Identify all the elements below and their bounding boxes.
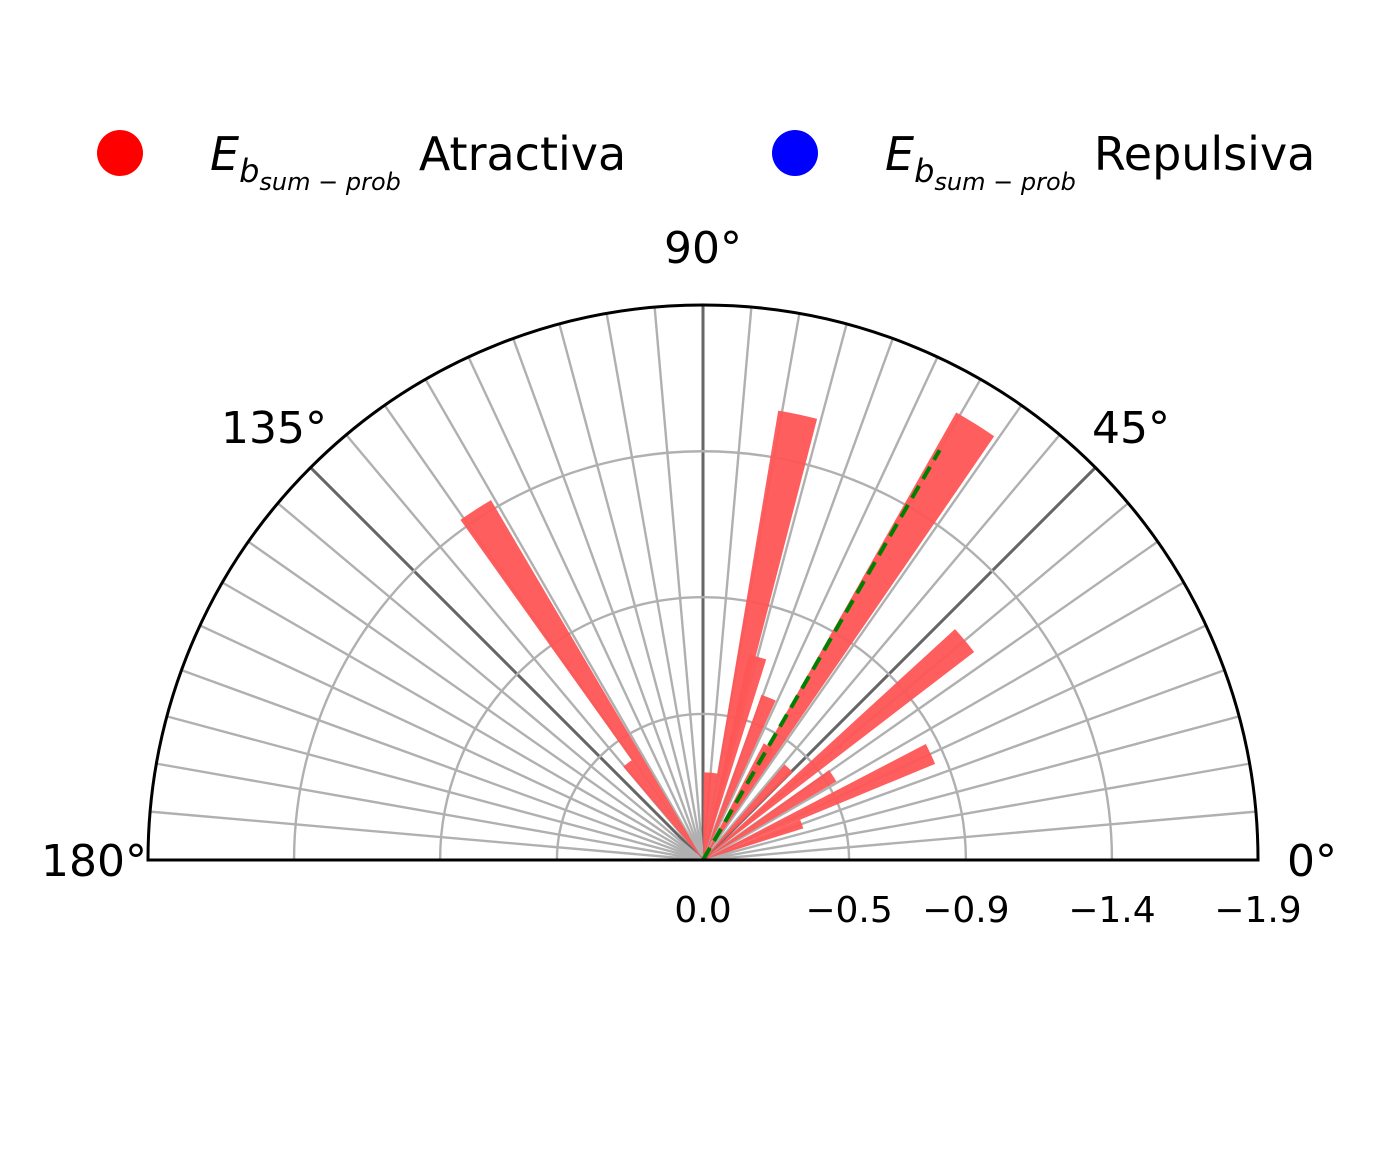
minor-spoke <box>247 540 704 861</box>
bar <box>460 500 703 860</box>
polar-grid <box>150 305 1256 862</box>
minor-spoke <box>702 715 1240 862</box>
angle-tick-label: 180° <box>41 836 147 887</box>
legend-item: Ebsum − probAtractiva <box>97 127 626 196</box>
minor-spoke <box>653 307 705 861</box>
minor-spoke <box>558 323 705 861</box>
legend-item: Ebsum − probRepulsiva <box>772 127 1315 196</box>
minor-spoke <box>605 313 705 861</box>
bar-series <box>460 410 995 860</box>
minor-spoke <box>702 404 1023 861</box>
minor-spoke <box>701 307 753 861</box>
angle-tick-label: 90° <box>664 223 742 274</box>
minor-spoke <box>424 378 705 861</box>
bar <box>703 410 818 860</box>
axis-labels: 0° 45° 90° 135° 180° 0.0 −0.5 −0.9 −1.4 −1.9 <box>41 223 1337 931</box>
bar <box>703 772 712 860</box>
angle-tick-label: 0° <box>1287 836 1337 887</box>
bar <box>703 819 804 860</box>
angle-tick-label: 45° <box>1092 403 1170 454</box>
minor-spoke <box>221 581 704 862</box>
minor-spoke <box>467 356 705 861</box>
legend-marker <box>97 130 143 176</box>
legend-label: Ebsum − probRepulsiva <box>885 127 1315 196</box>
reference-line <box>701 449 942 862</box>
minor-spoke <box>512 338 705 861</box>
legend: Ebsum − probAtractiva Ebsum − probRepulsi… <box>97 127 1315 196</box>
angle-tick-label: 135° <box>221 403 327 454</box>
minor-spoke <box>181 669 704 862</box>
bar <box>703 629 975 860</box>
bar <box>623 760 703 860</box>
legend-marker <box>772 130 818 176</box>
radial-tick-label: −1.9 <box>1214 890 1301 931</box>
polar-frame <box>146 303 1260 862</box>
bar <box>703 654 767 860</box>
bar <box>703 764 793 860</box>
radial-tick-label: 0.0 <box>674 890 731 931</box>
minor-spoke <box>702 762 1250 862</box>
minor-spoke <box>702 810 1256 862</box>
outer-boundary <box>146 303 1260 862</box>
reference-line-group <box>701 449 942 862</box>
minor-spoke <box>150 810 704 862</box>
minor-spoke <box>199 624 704 862</box>
minor-spoke <box>702 581 1185 862</box>
major-spoke <box>309 466 705 862</box>
radial-tick-label: −0.5 <box>805 890 892 931</box>
bar <box>703 694 776 860</box>
bar <box>703 412 995 860</box>
radial-gridline <box>292 449 1114 861</box>
radial-gridline <box>438 595 968 861</box>
minor-spoke <box>166 715 704 862</box>
bar <box>703 744 936 860</box>
minor-spoke <box>156 762 704 862</box>
minor-spoke <box>701 356 939 861</box>
radial-tick-label: −1.4 <box>1068 890 1155 931</box>
minor-spoke <box>277 502 704 861</box>
legend-label: Ebsum − probAtractiva <box>210 127 626 196</box>
bar <box>703 772 718 860</box>
minor-spoke <box>702 434 1061 861</box>
radial-tick-label: −0.9 <box>922 890 1009 931</box>
bar <box>703 770 837 860</box>
